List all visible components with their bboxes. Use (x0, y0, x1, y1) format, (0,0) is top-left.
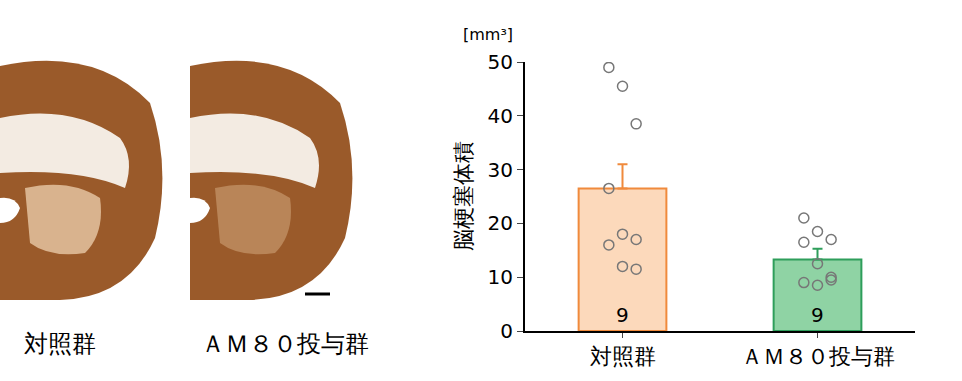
svg-text:50: 50 (488, 50, 513, 74)
svg-text:[mm³]: [mm³] (463, 25, 513, 44)
svg-text:10: 10 (488, 265, 513, 289)
svg-text:9: 9 (616, 303, 629, 327)
svg-text:30: 30 (488, 158, 513, 182)
svg-text:対照群: 対照群 (590, 344, 656, 369)
svg-text:20: 20 (488, 211, 513, 235)
svg-text:9: 9 (811, 303, 824, 327)
svg-text:ＡＭ８０投与群: ＡＭ８０投与群 (201, 330, 369, 358)
svg-text:ＡＭ８０投与群: ＡＭ８０投与群 (741, 344, 895, 369)
svg-text:0: 0 (500, 319, 513, 343)
svg-text:脳梗塞体積: 脳梗塞体積 (451, 142, 476, 252)
svg-text:40: 40 (488, 104, 513, 128)
svg-text:対照群: 対照群 (24, 330, 96, 358)
